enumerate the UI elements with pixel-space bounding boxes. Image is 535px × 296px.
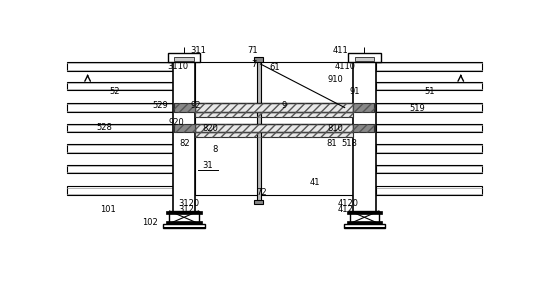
Bar bbox=[195, 124, 353, 132]
Bar bbox=[195, 132, 353, 137]
Text: 7: 7 bbox=[251, 59, 257, 68]
Bar bbox=[257, 59, 261, 202]
Text: 528: 528 bbox=[96, 123, 112, 132]
Bar bbox=[67, 165, 173, 173]
Bar bbox=[67, 82, 173, 90]
Bar bbox=[195, 62, 353, 195]
Text: 820: 820 bbox=[202, 124, 218, 133]
Text: 3120: 3120 bbox=[178, 199, 200, 208]
Bar bbox=[174, 103, 195, 112]
Bar bbox=[254, 57, 263, 62]
Bar bbox=[195, 103, 353, 112]
Text: 519: 519 bbox=[409, 104, 425, 113]
Text: 31: 31 bbox=[203, 161, 213, 170]
Bar bbox=[376, 124, 482, 132]
Bar bbox=[174, 103, 195, 112]
Bar bbox=[376, 82, 482, 90]
Text: 101: 101 bbox=[101, 205, 116, 214]
Bar bbox=[163, 226, 205, 228]
Bar bbox=[67, 144, 173, 153]
Bar bbox=[376, 186, 482, 195]
Bar bbox=[376, 103, 482, 112]
Text: 102: 102 bbox=[142, 218, 158, 227]
Text: 4110: 4110 bbox=[335, 62, 356, 71]
Bar bbox=[254, 200, 263, 204]
Text: 920: 920 bbox=[169, 118, 185, 127]
Text: 92: 92 bbox=[190, 101, 201, 110]
Bar bbox=[353, 56, 376, 217]
Bar bbox=[195, 132, 353, 137]
Bar bbox=[376, 144, 482, 153]
Bar bbox=[67, 124, 173, 132]
Text: 61: 61 bbox=[270, 63, 280, 72]
Text: 312: 312 bbox=[178, 205, 194, 214]
Text: 81: 81 bbox=[326, 139, 337, 148]
Text: 52: 52 bbox=[109, 87, 120, 96]
Text: 3110: 3110 bbox=[167, 62, 188, 71]
Bar bbox=[174, 124, 195, 132]
Bar bbox=[195, 103, 353, 112]
Bar bbox=[350, 211, 379, 223]
Bar bbox=[67, 62, 173, 71]
Text: 810: 810 bbox=[327, 124, 343, 133]
Bar bbox=[174, 124, 195, 132]
Text: 412: 412 bbox=[338, 205, 354, 214]
Text: 8: 8 bbox=[212, 144, 218, 154]
Bar bbox=[353, 124, 374, 132]
Bar bbox=[170, 211, 198, 223]
Bar bbox=[343, 223, 385, 228]
Text: 411: 411 bbox=[333, 46, 348, 55]
Bar bbox=[376, 165, 482, 173]
Bar bbox=[195, 124, 353, 132]
Bar bbox=[67, 186, 173, 195]
Bar bbox=[166, 221, 202, 223]
Text: 72: 72 bbox=[256, 188, 266, 197]
Text: 311: 311 bbox=[190, 46, 207, 55]
Bar bbox=[353, 103, 374, 112]
Bar bbox=[174, 57, 194, 61]
Bar bbox=[173, 56, 195, 217]
Text: 4120: 4120 bbox=[338, 199, 358, 208]
Text: 518: 518 bbox=[342, 139, 357, 148]
Text: 51: 51 bbox=[424, 87, 435, 96]
Bar bbox=[347, 221, 382, 223]
Text: 529: 529 bbox=[152, 101, 168, 110]
Text: 910: 910 bbox=[327, 75, 343, 84]
Bar bbox=[353, 124, 374, 132]
Bar bbox=[163, 223, 205, 228]
Bar bbox=[67, 103, 173, 112]
Text: 91: 91 bbox=[350, 87, 360, 96]
Bar bbox=[353, 103, 374, 112]
Text: 9: 9 bbox=[282, 101, 287, 110]
Bar bbox=[343, 226, 385, 228]
Bar bbox=[166, 211, 202, 214]
Text: 41: 41 bbox=[310, 178, 320, 187]
Text: 71: 71 bbox=[247, 46, 257, 55]
Bar bbox=[376, 62, 482, 71]
Bar bbox=[195, 112, 353, 117]
Bar bbox=[355, 57, 374, 61]
Bar bbox=[347, 211, 382, 214]
Bar bbox=[348, 53, 381, 62]
Text: 82: 82 bbox=[180, 139, 190, 148]
Bar bbox=[195, 112, 353, 117]
Bar bbox=[167, 53, 201, 62]
